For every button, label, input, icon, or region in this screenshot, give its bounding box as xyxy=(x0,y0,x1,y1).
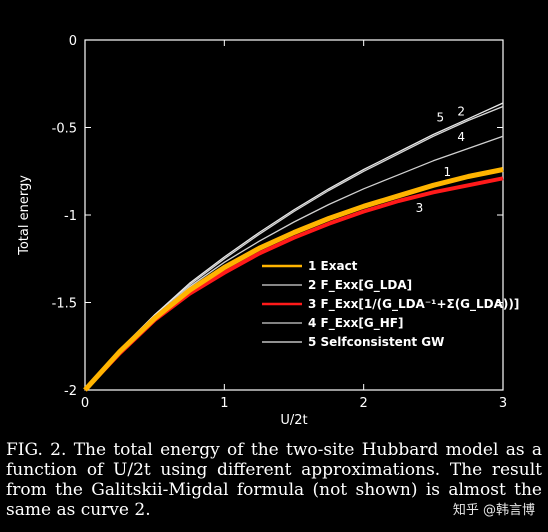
x-tick-label: 3 xyxy=(499,396,507,411)
series-curves xyxy=(83,102,504,392)
legend-entry-1: 1 Exact xyxy=(308,259,358,273)
curve-labels: 1 2 3 45 xyxy=(416,105,465,215)
legend-entry-4: 4 F_Exx[G_HF] xyxy=(308,316,403,331)
curve-number-label-2: 2 xyxy=(457,105,465,119)
curve-number-label-3: 3 xyxy=(416,201,424,215)
legend: 1 Exact 2 F_Exx[G_LDA] 3 F_Exx[1/(G_LDA⁻¹+… xyxy=(262,259,519,349)
legend-entry-2: 2 F_Exx[G_LDA] xyxy=(308,278,412,293)
curve-number-label-4: 4 xyxy=(457,130,465,144)
x-axis-label: U/2t xyxy=(280,413,307,428)
y-tick-label: -1 xyxy=(64,209,77,224)
y-tick-label: -2 xyxy=(64,384,77,399)
curve-number-label-1: 1 xyxy=(443,165,451,179)
legend-entry-3: 3 F_Exx[1/(G_LDA⁻¹+Σ(G_LDA))] xyxy=(308,297,519,312)
curve-number-label-5: 5 xyxy=(436,110,444,124)
series-line-5 xyxy=(84,102,504,391)
series-line-1 xyxy=(83,167,504,392)
x-tick-label: 1 xyxy=(220,396,228,411)
legend-entry-5: 5 Selfconsistent GW xyxy=(308,335,444,349)
x-tick-label: 0 xyxy=(81,396,89,411)
axis-ticks: 0 1 2 3 0 -0.5 -1 -1.5 -2 xyxy=(52,34,508,411)
y-tick-label: -0.5 xyxy=(52,122,77,137)
y-tick-label: -1.5 xyxy=(52,297,77,312)
y-tick-label: 0 xyxy=(69,34,77,49)
watermark-text: 知乎 @韩言博 xyxy=(449,498,538,519)
y-axis-label: Total energy xyxy=(17,175,32,256)
figure-caption: FIG. 2. The total energy of the two-site… xyxy=(6,440,542,520)
total-energy-chart: 0 1 2 3 0 -0.5 -1 -1.5 -2 1 2 3 45 1 Exact 2 F_Exx[G… xyxy=(17,34,519,428)
series-line-4 xyxy=(84,135,504,391)
x-tick-label: 2 xyxy=(360,396,368,411)
